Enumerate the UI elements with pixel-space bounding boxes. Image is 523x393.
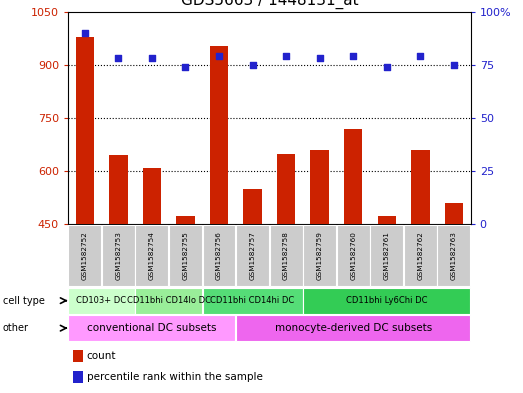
Text: GSM1582754: GSM1582754 [149, 231, 155, 280]
Bar [344, 129, 362, 224]
Bar [378, 216, 396, 224]
Text: CD103+ DC: CD103+ DC [76, 296, 127, 305]
Text: GSM1582762: GSM1582762 [417, 231, 423, 280]
Bar [243, 189, 262, 224]
Bar [445, 203, 463, 224]
Point [114, 55, 122, 62]
Bar [169, 225, 202, 286]
Bar [404, 225, 437, 286]
Text: GSM1582757: GSM1582757 [249, 231, 256, 280]
Bar [303, 288, 470, 314]
Bar [135, 225, 168, 286]
Text: GSM1582758: GSM1582758 [283, 231, 289, 280]
Text: GSM1582753: GSM1582753 [116, 231, 121, 280]
Point [181, 64, 190, 70]
Bar [176, 216, 195, 224]
Text: other: other [3, 323, 29, 333]
Text: monocyte-derived DC subsets: monocyte-derived DC subsets [275, 323, 432, 333]
Bar [437, 225, 470, 286]
Text: GSM1582752: GSM1582752 [82, 231, 88, 280]
Title: GDS5663 / 1448131_at: GDS5663 / 1448131_at [180, 0, 358, 9]
Bar [270, 225, 303, 286]
Point [81, 30, 89, 36]
Bar [303, 225, 336, 286]
Point [147, 55, 156, 62]
Bar [75, 37, 94, 224]
Point [248, 62, 257, 68]
Text: count: count [87, 351, 116, 361]
Bar [69, 315, 235, 341]
Bar [135, 288, 202, 314]
Bar [236, 225, 269, 286]
Text: GSM1582761: GSM1582761 [384, 231, 390, 280]
Text: CD11bhi Ly6Chi DC: CD11bhi Ly6Chi DC [346, 296, 427, 305]
Bar [102, 225, 135, 286]
Bar [202, 288, 303, 314]
Bar [411, 150, 429, 224]
Point [383, 64, 391, 70]
Point [315, 55, 324, 62]
Text: CD11bhi CD14lo DC: CD11bhi CD14lo DC [127, 296, 211, 305]
Text: conventional DC subsets: conventional DC subsets [87, 323, 217, 333]
Bar [337, 225, 370, 286]
Text: GSM1582759: GSM1582759 [317, 231, 323, 280]
Bar [210, 46, 228, 224]
Point [450, 62, 458, 68]
Bar [236, 315, 470, 341]
Text: cell type: cell type [3, 296, 44, 306]
Point [349, 53, 357, 59]
Bar [202, 225, 235, 286]
Text: CD11bhi CD14hi DC: CD11bhi CD14hi DC [210, 296, 294, 305]
Text: percentile rank within the sample: percentile rank within the sample [87, 372, 263, 382]
Text: GSM1582763: GSM1582763 [451, 231, 457, 280]
Bar [143, 168, 161, 224]
Text: GSM1582756: GSM1582756 [216, 231, 222, 280]
Bar [370, 225, 403, 286]
Point [416, 53, 425, 59]
Text: GSM1582755: GSM1582755 [183, 231, 188, 280]
Bar [277, 154, 295, 224]
Point [215, 53, 223, 59]
Bar [69, 225, 101, 286]
Text: GSM1582760: GSM1582760 [350, 231, 356, 280]
Point [282, 53, 290, 59]
Bar [311, 150, 329, 224]
Bar [109, 155, 128, 224]
Bar [69, 288, 135, 314]
